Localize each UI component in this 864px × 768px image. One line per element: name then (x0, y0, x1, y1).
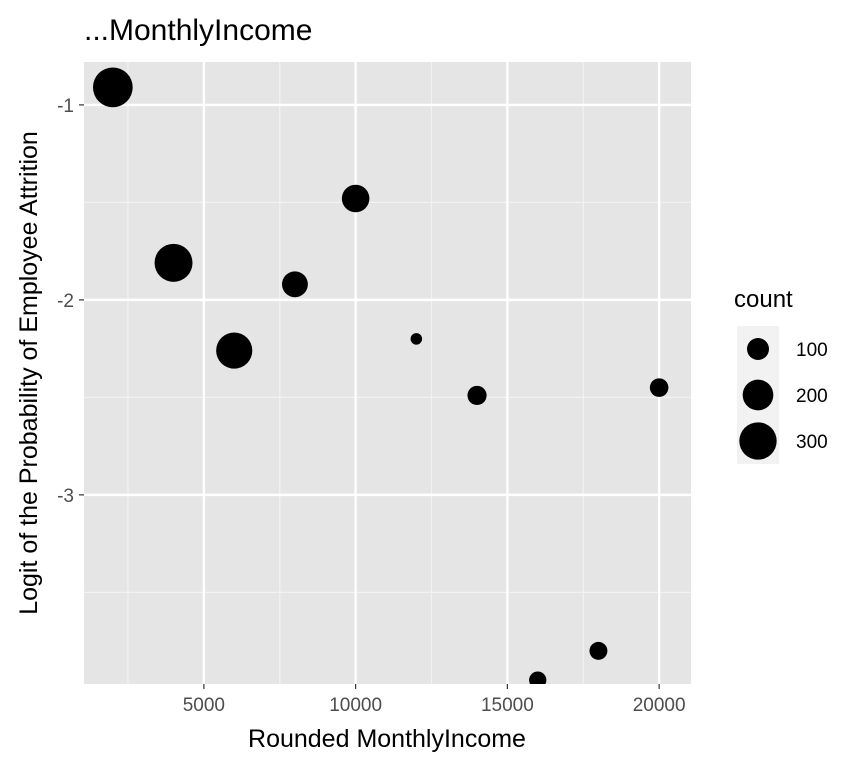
legend-label: 300 (796, 432, 828, 453)
x-axis-ticks: 5000 10000 15000 20000 (183, 684, 686, 716)
data-point (92, 67, 133, 108)
y-tick-label: -3 (57, 486, 74, 507)
grid (84, 62, 691, 684)
data-point (341, 184, 370, 213)
size-legend: count 100 200 300 (734, 286, 828, 464)
chart-title: ...MonthlyIncome (84, 14, 312, 47)
x-tick-label: 15000 (481, 695, 534, 716)
x-tick-label: 20000 (633, 695, 686, 716)
x-tick-label: 10000 (329, 695, 382, 716)
y-axis-title: Logit of the Probability of Employee Att… (15, 131, 43, 615)
legend-key-circle (742, 379, 774, 411)
x-tick-label: 5000 (183, 695, 225, 716)
legend-title: count (734, 286, 793, 313)
data-point (529, 671, 547, 684)
x-axis-title: Rounded MonthlyIncome (248, 725, 526, 753)
legend-label: 100 (796, 340, 828, 361)
plot-panel (84, 62, 691, 684)
legend-key-circle (739, 422, 777, 460)
data-point (154, 243, 193, 282)
data-point (410, 333, 423, 345)
data-point (216, 332, 253, 369)
legend-key-circle (747, 338, 769, 360)
data-point (282, 271, 308, 298)
data-point (467, 385, 487, 406)
y-tick-label: -2 (57, 291, 74, 312)
data-point (589, 641, 608, 660)
data-points (92, 67, 669, 684)
y-axis-ticks: -1 -2 -3 (57, 96, 84, 507)
legend-label: 200 (796, 386, 828, 407)
data-point (649, 378, 669, 397)
y-tick-label: -1 (57, 96, 74, 117)
